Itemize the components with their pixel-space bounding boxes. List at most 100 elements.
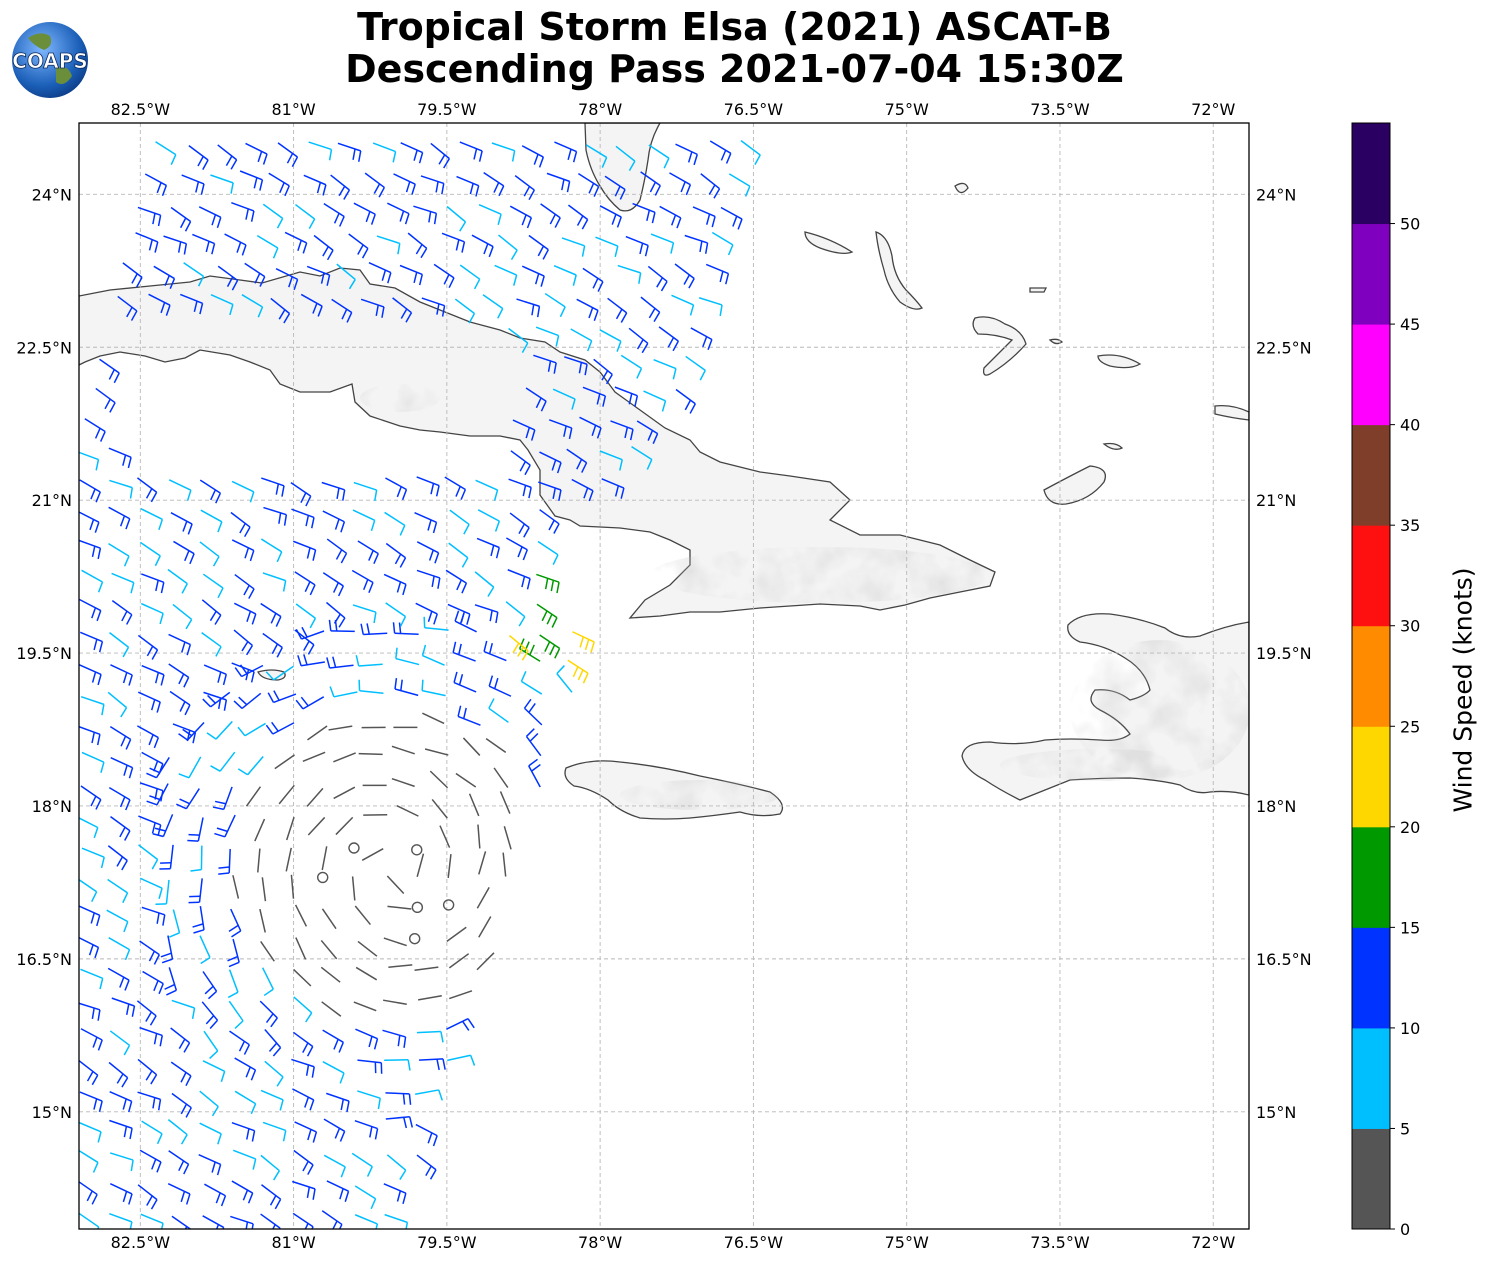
lon-tick-label: 81°W xyxy=(271,100,315,119)
calm-circle xyxy=(442,899,455,911)
wind-barb xyxy=(260,1213,281,1229)
wind-barb xyxy=(354,905,371,926)
wind-barb xyxy=(415,1123,438,1147)
wind-barb xyxy=(459,141,483,162)
wind-barb xyxy=(300,293,323,317)
lat-tick-label: 15°N xyxy=(1256,1103,1296,1122)
wind-barb xyxy=(330,174,351,200)
wind-barb xyxy=(475,479,499,501)
wind-barb xyxy=(199,479,222,504)
wind-barb xyxy=(447,854,452,879)
lon-tick-label: 79.5°W xyxy=(417,100,477,119)
wind-barb xyxy=(671,294,695,316)
wind-barb xyxy=(383,573,407,596)
wind-barb xyxy=(260,538,283,563)
wind-barb xyxy=(392,622,419,635)
wind-barb xyxy=(709,140,732,164)
wind-barb xyxy=(234,1057,257,1081)
wind-barb xyxy=(535,326,560,347)
wind-barb xyxy=(79,817,99,839)
wind-barb xyxy=(582,386,607,407)
wind-barb xyxy=(291,1180,316,1200)
wind-barb xyxy=(137,1058,158,1085)
wind-barb xyxy=(153,265,176,290)
wind-barb xyxy=(393,173,416,195)
wind-barb xyxy=(140,1213,164,1229)
wind-barb xyxy=(261,967,274,997)
wind-barb xyxy=(528,234,549,260)
wind-barb xyxy=(201,1001,219,1029)
wind-barb xyxy=(178,756,202,779)
wind-barb xyxy=(321,481,346,501)
wind-barb xyxy=(446,1018,475,1031)
wind-barb xyxy=(544,292,566,318)
wind-barb xyxy=(228,908,242,938)
calm-circle xyxy=(411,844,423,856)
wind-barb xyxy=(137,1091,162,1111)
wind-barb xyxy=(135,232,159,253)
wind-barb xyxy=(159,844,174,870)
wind-barb xyxy=(291,1058,315,1078)
wind-barb xyxy=(453,671,477,693)
wind-barb xyxy=(139,1149,162,1173)
wind-barb xyxy=(139,541,161,567)
wind-barb xyxy=(322,1029,345,1053)
colorbar-tick-label: 40 xyxy=(1400,416,1420,435)
wind-barb xyxy=(136,477,158,503)
wind-barb xyxy=(599,329,622,352)
lon-tick-label: 81°W xyxy=(271,1233,315,1252)
wind-barb xyxy=(659,205,682,229)
wind-barb xyxy=(278,784,295,805)
wind-barb xyxy=(292,540,317,561)
wind-barb xyxy=(308,141,333,161)
wind-barb xyxy=(210,293,234,316)
wind-barb xyxy=(416,569,441,589)
wind-barb xyxy=(292,1088,315,1111)
lat-tick-label: 21°N xyxy=(1256,491,1296,510)
wind-barb xyxy=(141,751,164,775)
wind-barb xyxy=(383,937,407,947)
wind-barb xyxy=(217,144,238,170)
wind-barb xyxy=(478,916,492,938)
wind-barb xyxy=(155,879,170,905)
wind-barb xyxy=(169,909,181,938)
wind-barb xyxy=(351,876,356,901)
wind-barb xyxy=(653,359,677,380)
wind-barb xyxy=(237,722,266,737)
wind-barb xyxy=(260,941,275,962)
wind-barb xyxy=(245,142,268,165)
wind-barb xyxy=(172,723,197,744)
lon-tick-label: 78°W xyxy=(578,100,622,119)
wind-barb xyxy=(351,569,374,594)
colorbar-tick-label: 25 xyxy=(1400,717,1420,736)
wind-barb xyxy=(167,1119,188,1145)
wind-barb xyxy=(421,644,445,666)
wind-barb xyxy=(139,940,160,965)
wind-barb xyxy=(333,752,356,763)
wind-barb xyxy=(355,1028,379,1050)
wind-barb xyxy=(471,234,494,258)
wind-barb xyxy=(516,298,541,318)
wind-barb xyxy=(183,262,205,287)
wind-barb xyxy=(429,770,449,789)
lon-tick-label: 82.5°W xyxy=(111,1233,171,1252)
wind-barb xyxy=(538,481,562,501)
wind-barb xyxy=(422,712,445,725)
wind-barb xyxy=(675,388,696,414)
wind-barb xyxy=(293,968,312,987)
wind-barb xyxy=(552,388,576,410)
wind-barb xyxy=(99,358,120,384)
wind-barb xyxy=(509,205,533,229)
wind-barb xyxy=(610,420,634,441)
wind-barb xyxy=(277,142,299,168)
wind-barb xyxy=(358,752,383,756)
wind-barb xyxy=(553,264,577,286)
wind-barb xyxy=(321,1210,343,1229)
wind-barb xyxy=(218,848,231,875)
wind-barb xyxy=(614,386,639,407)
wind-barbs xyxy=(79,140,761,1229)
wind-barb xyxy=(361,848,384,861)
wind-barb xyxy=(138,844,159,870)
wind-barb xyxy=(171,1215,192,1229)
wind-barb xyxy=(505,537,528,561)
